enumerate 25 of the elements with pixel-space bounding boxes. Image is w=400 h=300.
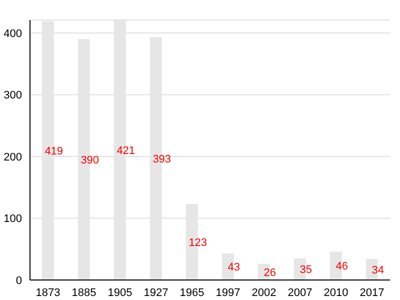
data-label: 419: [44, 146, 64, 158]
data-label: 393: [152, 154, 172, 166]
x-tick-label: 1927: [144, 286, 168, 299]
x-tick-label: 1965: [180, 286, 204, 299]
data-label: 34: [372, 264, 384, 276]
y-tick-label: 200: [4, 151, 22, 164]
x-tick-label: 2017: [360, 286, 384, 299]
x-tick-label: 2010: [324, 286, 348, 299]
x-tick-label: 1873: [36, 286, 60, 299]
x-tick-label: 1885: [72, 286, 96, 299]
data-label: 43: [228, 262, 240, 274]
data-label: 421: [116, 144, 136, 157]
data-label: 390: [80, 154, 100, 166]
x-tick-label: 1997: [216, 286, 240, 299]
data-label: 123: [188, 236, 208, 249]
data-label: 46: [336, 260, 348, 273]
data-label: 26: [264, 266, 276, 279]
y-tick-label: 400: [4, 28, 22, 40]
x-tick-label: 2007: [288, 286, 312, 299]
x-tick-label: 1905: [108, 286, 132, 299]
y-tick-label: 100: [4, 213, 22, 226]
x-tick-label: 2002: [252, 286, 276, 299]
y-tick-label: 300: [4, 90, 22, 102]
y-tick-label: 0: [16, 274, 22, 287]
data-label: 35: [300, 264, 312, 276]
